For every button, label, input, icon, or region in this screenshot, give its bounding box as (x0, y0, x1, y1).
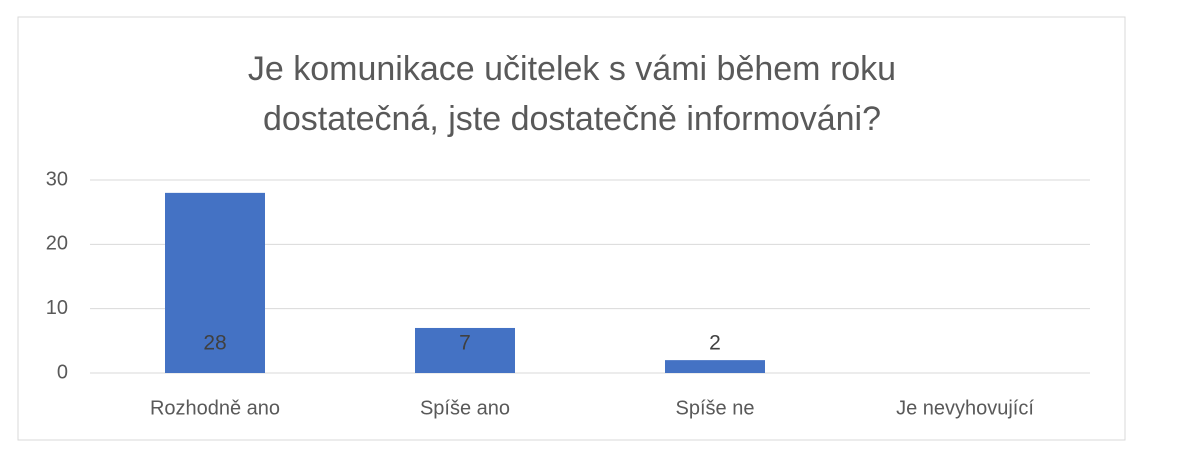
y-tick-label: 30 (46, 168, 68, 190)
x-tick-label: Spíše ano (420, 397, 510, 419)
y-tick-label: 10 (46, 297, 68, 319)
data-label: 28 (203, 332, 226, 355)
y-tick-label: 20 (46, 233, 68, 255)
chart-title: Je komunikace učitelek s vámi během roku (248, 50, 896, 88)
bar (415, 327, 515, 373)
x-tick-label: Spíše ne (676, 397, 755, 419)
chart-title: dostatečná, jste dostatečně informováni? (263, 100, 881, 138)
data-label: 7 (459, 332, 471, 355)
bar (165, 192, 265, 373)
x-tick-label: Je nevyhovující (896, 397, 1034, 419)
y-tick-label: 0 (57, 361, 68, 383)
data-label: 2 (709, 332, 721, 355)
bar (665, 360, 765, 373)
x-tick-label: Rozhodně ano (150, 397, 280, 419)
